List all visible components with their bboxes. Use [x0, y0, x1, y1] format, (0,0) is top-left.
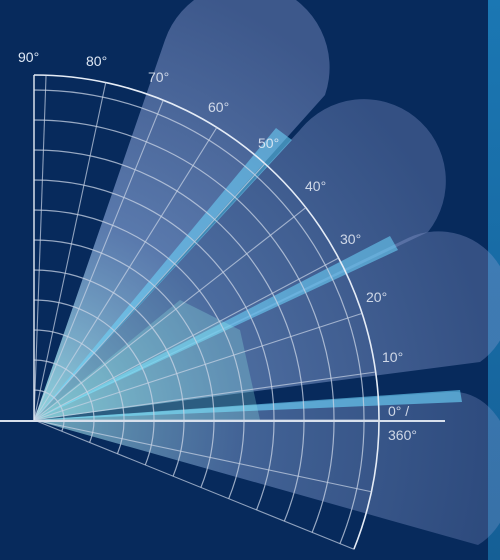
grid-ring: [33, 209, 245, 499]
grid-spoke: [33, 419, 355, 550]
label-70: 70°: [148, 69, 169, 85]
beam-lobe-68: [34, 0, 330, 420]
grid-ring: [33, 89, 365, 544]
grid-ring: [33, 239, 215, 488]
grid-ring: [33, 119, 335, 533]
grid-spoke: [33, 257, 339, 421]
grid-spoke: [33, 127, 218, 421]
grid-spoke: [33, 371, 376, 421]
label-90: 90°: [18, 49, 39, 65]
label-40: 40°: [305, 178, 326, 194]
grid-ring: [33, 269, 185, 477]
angle-labels: 90° 80° 70° 60° 50° 40° 30° 20° 10° 0° /…: [18, 49, 417, 443]
grid-spoke: [33, 163, 266, 421]
grid-spoke: [33, 419, 372, 493]
polar-grid: [33, 74, 380, 550]
grid-ring: [33, 359, 95, 443]
grid-ring: [33, 179, 275, 511]
beam-lobes: [34, 0, 500, 545]
beam-core-50: [34, 128, 292, 420]
label-0: 0° /: [388, 403, 409, 419]
grid-ring: [33, 329, 125, 454]
grid-ring: [33, 299, 155, 466]
grid-spoke: [33, 312, 363, 421]
beam-core-30: [34, 236, 398, 420]
label-80: 80°: [86, 53, 107, 69]
grid-spoke: [33, 99, 164, 421]
grid-spoke: [33, 207, 307, 421]
label-30: 30°: [340, 231, 361, 247]
beam-lobe-22: [34, 231, 500, 420]
grid-ring: [33, 149, 305, 522]
label-50: 50°: [258, 135, 279, 151]
beam-lobe-0: [34, 391, 500, 545]
grid-spoke: [33, 82, 107, 421]
grid-outer-ring: [33, 74, 380, 550]
beam-core-5: [34, 390, 462, 420]
label-20: 20°: [366, 289, 387, 305]
label-60: 60°: [208, 99, 229, 115]
label-10: 10°: [382, 349, 403, 365]
grid-spoke: [33, 75, 47, 421]
label-360: 360°: [388, 427, 417, 443]
